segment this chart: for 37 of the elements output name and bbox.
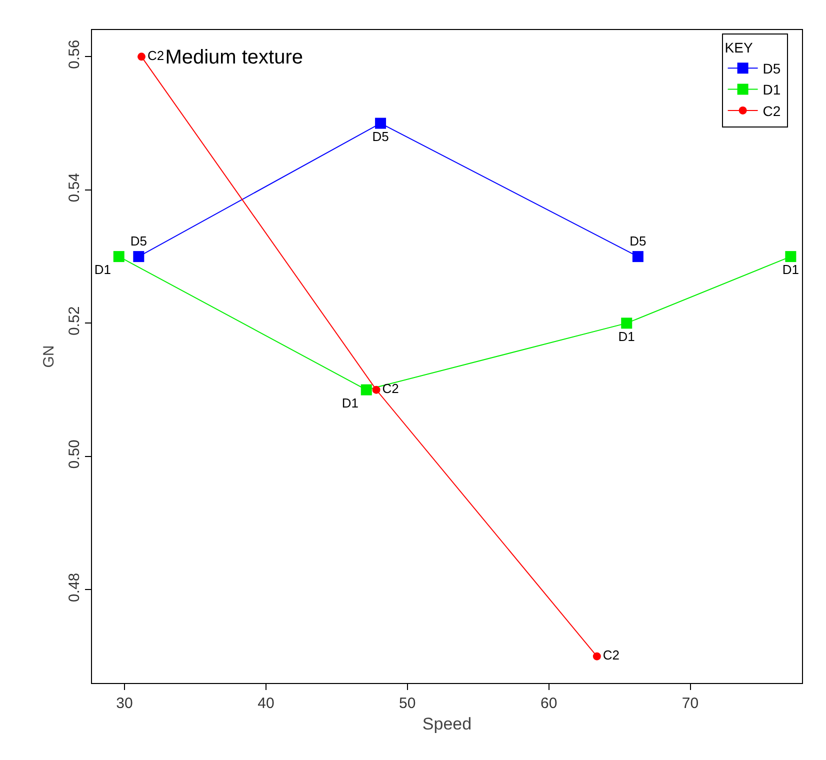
point (133, 251, 144, 262)
legend-label: D5 (762, 60, 781, 77)
y-tick-label: 0.48 (66, 572, 83, 602)
x-tick-label: 50 (399, 695, 416, 712)
text: Medium texture (165, 46, 304, 68)
text: D1 (618, 328, 635, 344)
point (360, 384, 372, 396)
legend-label: D1 (762, 82, 781, 98)
text: C2 (382, 381, 399, 396)
legend-label: C2 (762, 102, 781, 119)
text: D1 (782, 262, 800, 278)
point (113, 251, 124, 262)
point (621, 318, 632, 329)
y-tick-label: 0.50 (66, 440, 83, 469)
y-tick-label: 0.52 (66, 306, 83, 336)
text: D1 (342, 395, 359, 410)
x-axis-title: Speed (422, 714, 472, 734)
x-tick-label: 30 (116, 695, 133, 712)
text: D5 (630, 233, 646, 248)
point (138, 52, 146, 61)
x-tick-label: 70 (682, 695, 699, 712)
point (592, 652, 601, 660)
y-axis-title: GN (40, 345, 58, 368)
x-tick-label: 40 (258, 695, 274, 712)
text: C2 (148, 48, 164, 63)
point (375, 118, 386, 129)
text: D1 (94, 262, 111, 278)
point (785, 251, 796, 262)
y-tick-label: 0.56 (66, 40, 83, 69)
text: C2 (602, 648, 620, 663)
legend-title: KEY (724, 39, 754, 56)
x-tick-label: 60 (540, 695, 558, 712)
y-tick-label: 0.54 (66, 173, 83, 202)
point (372, 386, 380, 394)
point (632, 251, 644, 262)
text: D5 (372, 128, 389, 144)
text: D5 (130, 233, 147, 248)
